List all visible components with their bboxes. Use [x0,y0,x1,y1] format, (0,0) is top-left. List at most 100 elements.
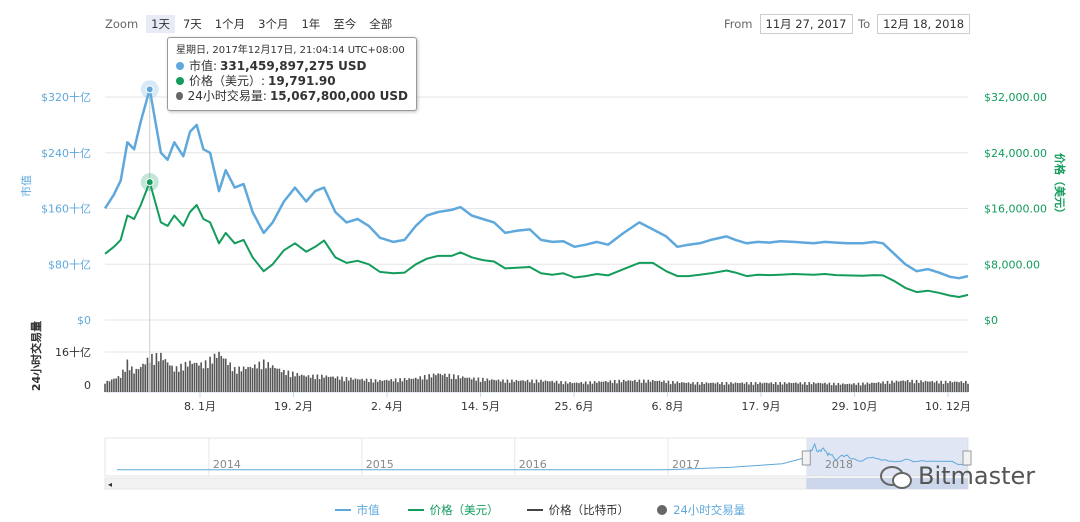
volume-bar [520,380,522,392]
market-cap-line [103,88,969,280]
volume-bar [276,368,278,392]
legend-item-price-usd[interactable]: 价格（美元） [407,502,499,518]
volume-bar [198,365,200,392]
right-tick-label: $8,000.00 [984,258,1040,271]
x-tick-label: 6. 8月 [652,400,684,413]
tooltip-row-market-cap: 市值: 331,459,897,275 USD [176,58,408,73]
volume-bar [428,374,430,392]
volume-bar [245,368,247,392]
volume-bar [665,383,667,392]
volume-bar [830,385,833,392]
volume-bar [300,374,303,392]
volume-bar [873,382,875,392]
volume-bar [215,357,218,392]
range-to-input[interactable]: 12月 18, 2018 [877,14,971,34]
volume-bar [580,381,583,392]
volume-bar [712,382,714,392]
volume-bar [446,377,448,392]
volume-bar [882,381,884,392]
volume-bar [821,383,824,392]
watermark: Bitmaster [880,462,1035,490]
navigator-handle-right [962,450,972,466]
volume-bar [486,378,489,392]
volume-bar [135,368,138,392]
volume-bar [437,373,439,392]
range-from-input[interactable]: 11月 27, 2017 [759,14,853,34]
volume-bar [812,382,815,392]
volume-bar [618,379,621,392]
legend-item-volume[interactable]: 24小时交易量 [657,502,745,518]
volume-bar [875,382,878,392]
volume-bar [414,377,417,392]
legend-item-price-btc[interactable]: 价格（比特币） [526,502,629,518]
volume-bar [678,382,681,392]
volume-bar [394,378,397,392]
volume-bar [164,359,167,392]
zoom-button-1y[interactable]: 1年 [301,17,321,31]
volume-bar [958,382,960,392]
volume-bar [309,377,312,392]
volume-bar [613,379,616,392]
volume-bar [616,383,618,392]
volume-bar [106,380,109,392]
volume-bar [933,382,936,392]
volume-bar [902,380,904,392]
volume-bar [482,377,484,392]
volume-bar [240,371,243,392]
volume-bar [242,366,245,392]
volume-bar [788,382,790,392]
volume-bar [361,378,363,392]
volume-bar [833,382,835,392]
zoom-button-1d[interactable]: 1天 [146,15,175,33]
volume-bar [582,383,585,392]
volume-bar [517,381,520,392]
tooltip-value: 331,459,897,275 USD [220,58,367,73]
zoom-button-1m[interactable]: 1个月 [214,17,246,31]
volume-bar [770,382,773,392]
volume-bar [620,382,623,392]
volume-bar [855,384,858,392]
volume-bar [725,382,728,392]
volume-bar [305,376,308,392]
volume-bar [689,383,692,392]
volume-bar [649,381,652,392]
volume-bar [249,366,252,392]
volume-bar [640,382,643,392]
volume-bar [160,352,162,392]
zoom-button-7d[interactable]: 7天 [182,17,202,31]
zoom-button-3m[interactable]: 3个月 [258,17,289,31]
zoom-button-all[interactable]: 全部 [369,17,393,31]
volume-bar [233,367,236,392]
volume-bar [283,369,285,392]
volume-bar [792,382,795,392]
legend-item-market-cap[interactable]: 市值 [334,502,380,518]
volume-bar [736,382,739,392]
x-tick-label: 10. 12月 [925,400,971,413]
volume-bar [868,383,871,392]
volume-bar [685,383,688,392]
zoom-button-ytd[interactable]: 至今 [333,17,357,31]
volume-bar [768,383,770,392]
volume-bar [864,384,866,392]
volume-bar [524,381,527,392]
volume-bar [379,379,381,392]
volume-bar [327,376,330,392]
volume-bar [166,362,169,392]
volume-bar [935,380,938,392]
volume-bar [363,380,366,392]
volume-bar [468,377,471,392]
volume-bar [848,383,851,392]
volume-bar [180,363,182,392]
volume-bar [303,375,305,392]
volume-bar [511,379,513,392]
volume-bar [944,380,947,392]
volume-bar [484,381,486,392]
volume-bar [177,371,180,392]
zoom-label: Zoom [105,17,139,31]
volume-bar [488,380,491,392]
volume-bar [131,366,133,392]
volume-bar [314,379,316,392]
volume-bar [687,382,690,392]
volume-bar [774,382,777,392]
volume-bar [338,379,341,392]
